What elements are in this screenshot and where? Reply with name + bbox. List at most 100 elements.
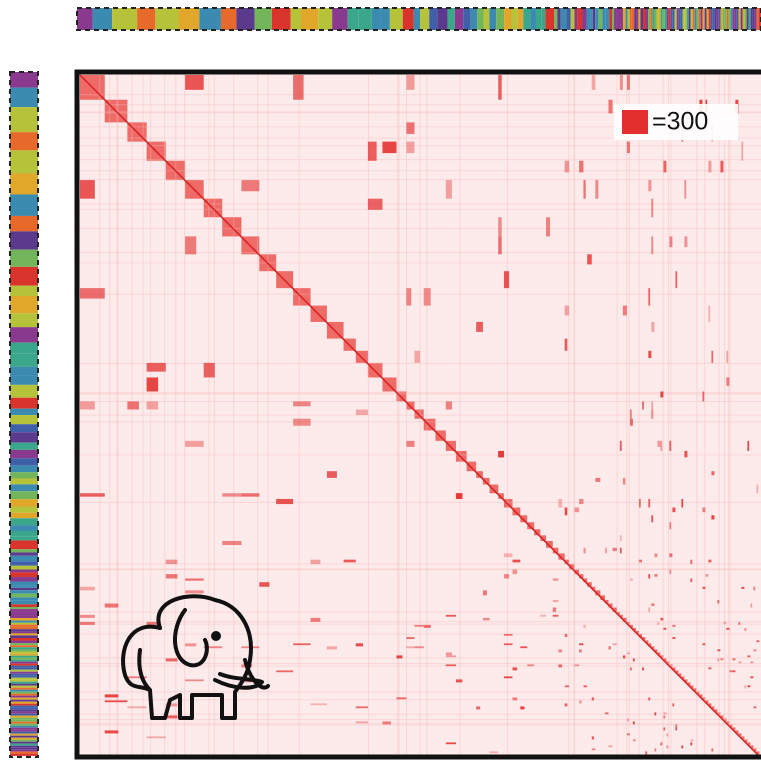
contact-spot: [553, 615, 559, 617]
track-segment: [10, 216, 38, 231]
track-segment: [602, 8, 605, 30]
track-segment: [10, 604, 38, 607]
track-segment: [10, 704, 38, 706]
track-segment: [10, 698, 38, 700]
track-segment: [652, 8, 654, 30]
stripe: [507, 74, 508, 755]
stripe: [79, 421, 761, 422]
track-segment: [10, 720, 38, 722]
track-segment: [455, 8, 463, 30]
track-segment: [10, 714, 38, 716]
contact-spot: [690, 578, 692, 582]
contact-spot: [690, 742, 692, 745]
track-segment: [10, 662, 38, 664]
stripe: [79, 563, 761, 564]
contact-spot: [356, 721, 368, 723]
track-segment: [719, 8, 721, 30]
track-segment: [10, 194, 38, 216]
contact-spot: [648, 351, 651, 358]
contact-spot: [672, 508, 675, 513]
diagonal-block: [456, 451, 467, 462]
track-segment: [735, 8, 737, 30]
track-segment: [380, 8, 390, 30]
contact-spot: [738, 622, 740, 625]
track-segment: [10, 686, 38, 688]
track-segment: [709, 8, 711, 30]
track-segment: [10, 466, 38, 473]
contact-spot: [105, 730, 119, 733]
track-segment: [10, 525, 38, 531]
contact-spot: [756, 485, 758, 494]
contact-spot: [669, 553, 672, 557]
stripe: [79, 401, 761, 402]
contact-spot: [513, 560, 521, 563]
track-segment: [178, 8, 199, 30]
track-segment: [10, 718, 38, 720]
stripe: [420, 74, 421, 755]
track-segment: [10, 631, 38, 633]
contact-spot: [651, 603, 654, 605]
track-segment: [671, 8, 673, 30]
contact-spot: [613, 548, 617, 551]
contact-spot: [651, 322, 654, 332]
contact-spot: [675, 271, 677, 288]
contact-spot: [741, 587, 744, 589]
track-segment: [10, 597, 38, 600]
elephant-eye: [213, 633, 219, 639]
track-segment: [10, 710, 38, 712]
contact-spot: [642, 667, 644, 670]
track-segment: [10, 484, 38, 491]
track-segment: [10, 736, 38, 738]
track-segment: [705, 8, 707, 30]
track-segment: [693, 8, 695, 30]
contact-spot: [446, 615, 456, 617]
stripe: [79, 170, 761, 171]
track-segment: [10, 708, 38, 710]
track-segment: [739, 8, 741, 30]
contact-spot: [648, 574, 650, 578]
contact-spot: [639, 499, 641, 508]
contact-spot: [747, 655, 750, 657]
contact-spot: [293, 75, 303, 100]
stripe: [79, 294, 761, 295]
stripe: [143, 74, 144, 755]
track-segment: [10, 706, 38, 708]
track-segment: [628, 8, 630, 30]
track-segment: [10, 623, 38, 625]
track-segment: [10, 625, 38, 627]
contact-spot: [627, 75, 630, 90]
track-segment: [155, 8, 178, 30]
contact-spot: [592, 748, 596, 750]
track-segment: [10, 680, 38, 682]
contact-spot: [546, 217, 550, 236]
contact-spot: [565, 508, 568, 516]
contact-spot: [222, 541, 241, 545]
contact-spot: [382, 142, 396, 153]
contact-spot: [579, 161, 583, 173]
track-segment: [731, 8, 733, 30]
track-segment: [10, 754, 38, 756]
stripe: [398, 74, 399, 755]
contact-spot: [717, 600, 719, 603]
track-segment: [541, 8, 545, 30]
contact-spot: [675, 724, 677, 727]
track-segment: [10, 588, 38, 590]
contact-spot: [147, 377, 158, 391]
contact-spot: [565, 703, 568, 706]
stripe: [267, 74, 268, 755]
track-segment: [10, 250, 38, 267]
contact-spot: [382, 721, 390, 724]
contact-spot: [587, 254, 592, 264]
track-segment: [632, 8, 635, 30]
contact-spot: [663, 161, 666, 173]
diagonal-block: [513, 508, 521, 516]
track-segment: [663, 8, 665, 30]
track-segment: [723, 8, 725, 30]
contact-spot: [669, 236, 672, 247]
track-segment: [741, 8, 743, 30]
contact-spot: [657, 441, 660, 447]
track-segment: [10, 594, 38, 598]
contact-spot: [127, 401, 139, 409]
contact-spot: [241, 180, 259, 191]
contact-spot: [80, 622, 95, 625]
